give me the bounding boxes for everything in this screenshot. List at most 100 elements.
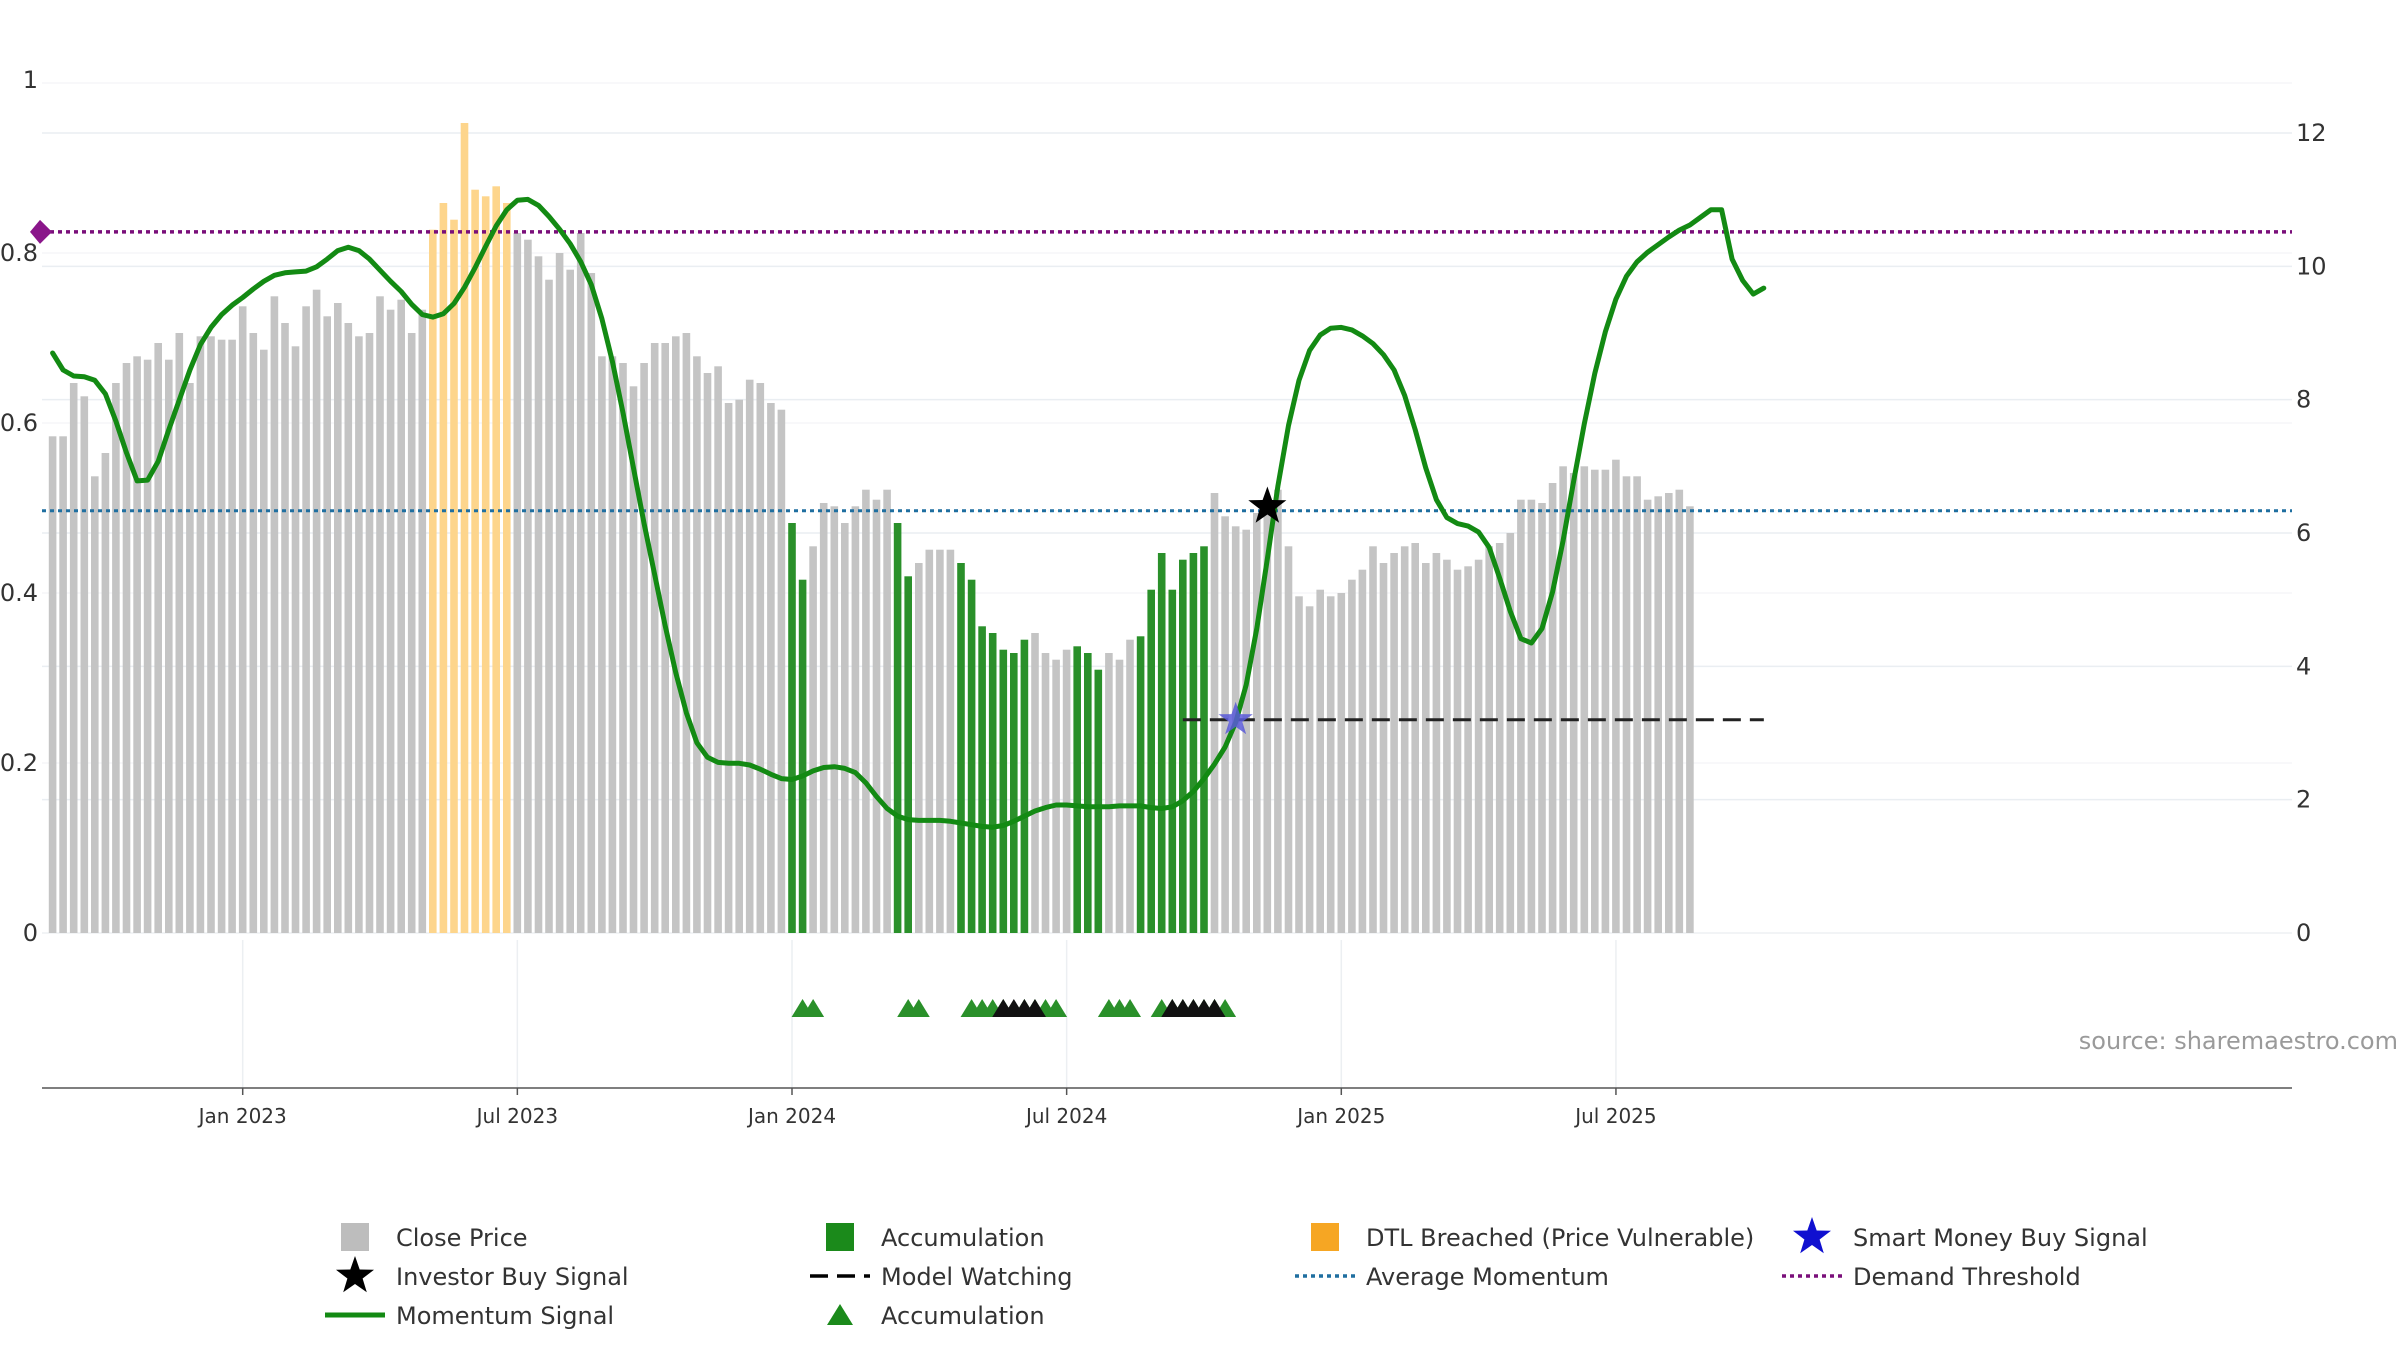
x-axis-tick-label: Jul 2024 <box>1024 1104 1107 1128</box>
right-axis-tick-label: 10 <box>2296 252 2327 280</box>
legend-label: Accumulation <box>881 1224 1045 1252</box>
legend-label: Accumulation <box>881 1302 1045 1330</box>
left-axis-tick-label: 0 <box>23 919 38 947</box>
dtl-breached-bar <box>471 189 479 933</box>
dtl-breached-bar <box>503 203 511 933</box>
close-price-bar <box>249 333 258 933</box>
close-price-bar <box>133 356 141 933</box>
close-price-bar <box>1432 553 1441 933</box>
close-price-bar <box>386 309 395 933</box>
close-price-bar <box>1443 559 1451 933</box>
close-price-bar <box>1474 559 1483 933</box>
legend-label: Average Momentum <box>1366 1263 1609 1291</box>
accumulation-bar <box>1073 646 1081 933</box>
accumulation-bar <box>1020 639 1029 933</box>
close-price-bar <box>756 383 765 933</box>
close-price-bar <box>608 356 617 933</box>
legend-item-momentum-signal: Momentum Signal <box>325 1302 614 1330</box>
watching-triangle <box>1203 999 1226 1017</box>
close-price-bar <box>767 403 775 933</box>
close-price-bar <box>1548 483 1557 933</box>
close-price-bar <box>1517 499 1525 933</box>
close-price-bar <box>735 399 743 933</box>
legend-item-close-price: Close Price <box>341 1223 528 1252</box>
close-price-bar <box>682 333 691 933</box>
close-price-bar <box>1295 596 1303 933</box>
close-price-bar <box>344 323 353 933</box>
close-price-bar <box>217 339 226 933</box>
legend-item-demand-threshold: Demand Threshold <box>1782 1263 2081 1291</box>
close-price-bar <box>1527 499 1536 933</box>
close-price-bar <box>1422 563 1430 933</box>
close-price-bar <box>1221 516 1229 933</box>
legend-swatch-dtl-breached <box>1311 1223 1339 1251</box>
legend-item-model-watching: Model Watching <box>810 1263 1073 1291</box>
dtl-breached-bar <box>492 186 500 934</box>
close-price-bar <box>1390 553 1398 933</box>
close-price-bar <box>1126 639 1134 933</box>
close-price-bar <box>302 306 310 933</box>
accumulation-triangle <box>907 999 930 1017</box>
close-price-bar <box>175 333 184 933</box>
close-price-bar <box>397 299 405 933</box>
accumulation-bar <box>893 523 902 933</box>
close-price-bar <box>872 499 881 933</box>
close-price-bar <box>1263 513 1272 933</box>
close-price-bar <box>809 546 817 933</box>
accumulation-triangle <box>1119 999 1142 1017</box>
close-price-bar <box>1453 569 1462 933</box>
close-price-bar <box>418 309 427 933</box>
legend-item-investor-buy: Investor Buy Signal <box>336 1256 629 1293</box>
close-price-bar <box>1337 593 1346 933</box>
close-price-bar <box>587 273 596 933</box>
close-price-bar <box>1495 543 1504 933</box>
dtl-breached-bar <box>429 229 437 933</box>
accumulation-bar <box>1136 636 1145 933</box>
close-price-bar <box>1643 499 1652 933</box>
close-price-bar <box>281 323 289 933</box>
close-price-bar <box>883 489 891 933</box>
accumulation-bar <box>1168 589 1177 933</box>
close-price-bar <box>1210 493 1219 933</box>
accumulation-triangle <box>802 999 825 1017</box>
momentum-signal-line <box>50 196 1767 830</box>
close-price-bar <box>312 289 321 933</box>
close-price-bar <box>186 383 194 933</box>
x-axis-tick-label: Jan 2024 <box>746 1104 836 1128</box>
left-axis-tick-label: 0.4 <box>0 579 38 607</box>
close-price-bar <box>1612 459 1620 933</box>
close-price-bar <box>566 269 574 933</box>
close-price-bar <box>1506 533 1515 933</box>
right-axis-tick-label: 2 <box>2296 786 2311 814</box>
dtl-breached-bar <box>439 203 448 933</box>
accumulation-bar <box>1010 653 1018 933</box>
close-price-bar <box>619 363 627 933</box>
accumulation-bar <box>1094 669 1103 933</box>
close-price-bar <box>1591 469 1599 933</box>
accumulation-bar <box>788 523 796 933</box>
close-price-bar <box>143 359 152 933</box>
close-price-bar <box>661 343 669 933</box>
close-price-bar <box>1348 579 1356 933</box>
accumulation-bar <box>1200 546 1208 933</box>
close-price-bar <box>1305 606 1314 933</box>
close-price-bar <box>576 233 585 933</box>
accumulation-bar <box>999 649 1008 933</box>
close-price-bar <box>69 383 78 933</box>
close-price-bar <box>291 346 300 933</box>
accumulation-bar <box>988 633 997 933</box>
accumulation-bar <box>904 576 912 933</box>
close-price-bar <box>925 549 934 933</box>
close-price-bar <box>270 296 279 933</box>
close-price-bar <box>1052 659 1060 933</box>
right-axis-tick-label: 0 <box>2296 919 2311 947</box>
dtl-breached-bar <box>450 219 458 933</box>
close-price-bar <box>207 336 215 933</box>
close-price-bar <box>724 403 733 933</box>
legend-item-accumulation-bar: Accumulation <box>826 1223 1045 1252</box>
close-price-bar <box>1379 563 1388 933</box>
close-price-bar <box>1686 506 1694 933</box>
close-price-bar <box>154 343 162 933</box>
close-price-bar <box>407 333 416 933</box>
close-price-bar <box>703 373 712 933</box>
